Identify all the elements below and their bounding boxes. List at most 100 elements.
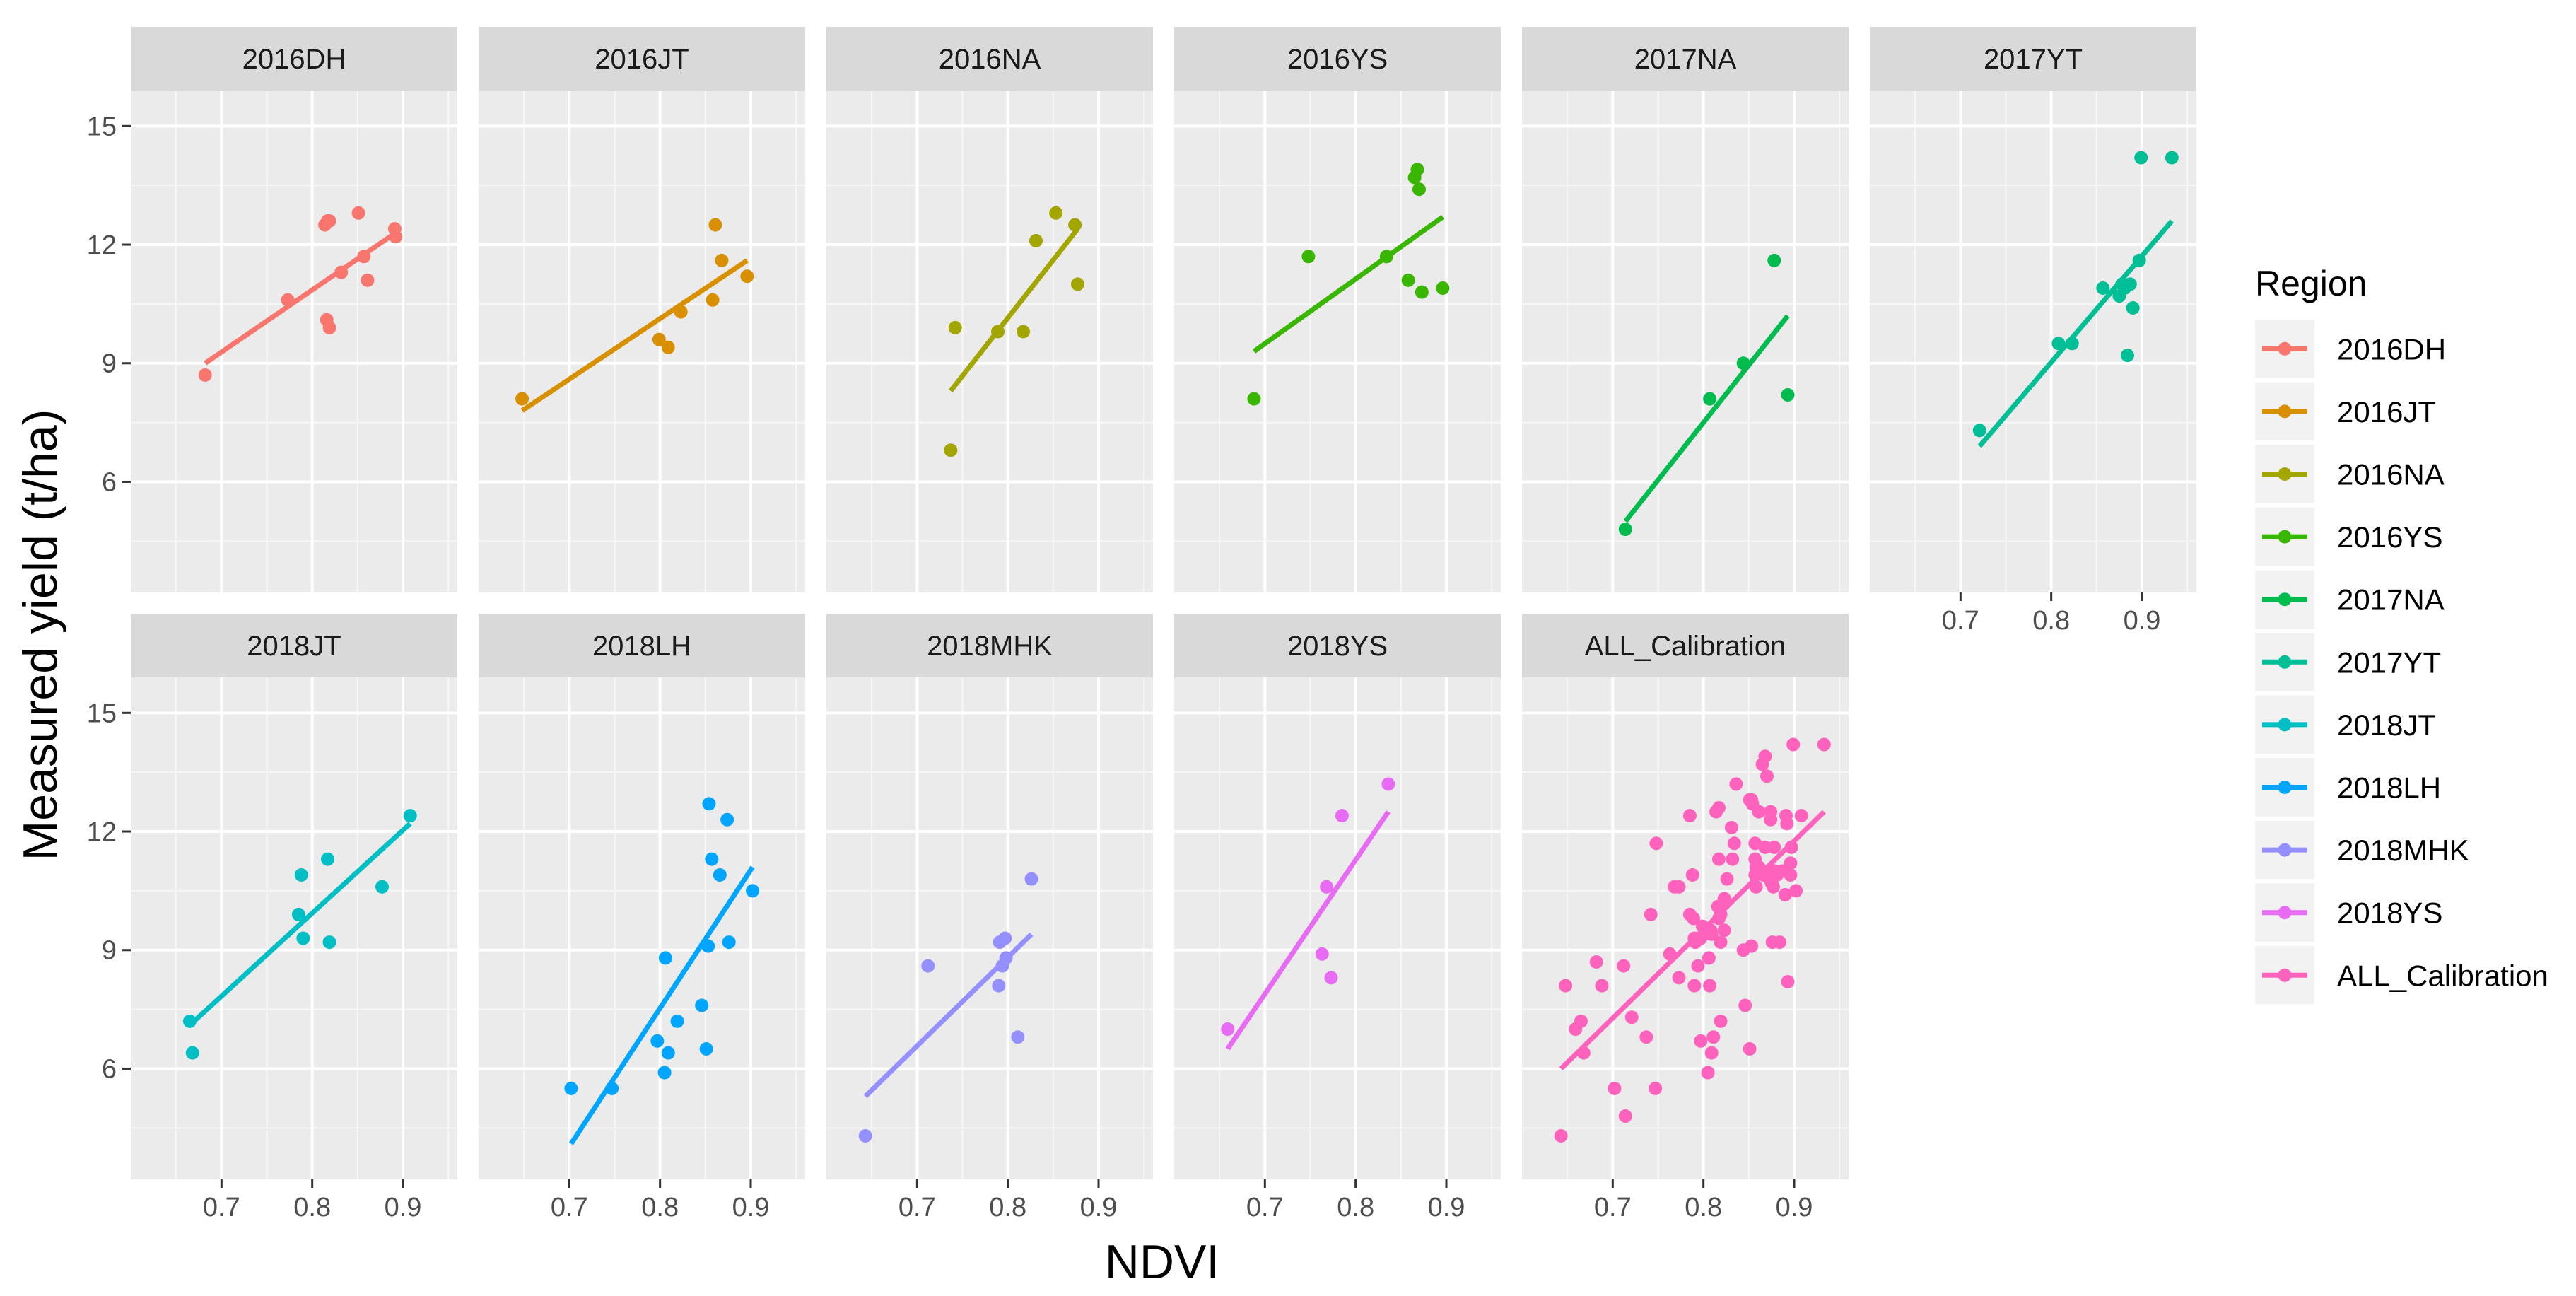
facet-strip: [131, 614, 457, 677]
facet-strip-label: 2018MHK: [927, 631, 1053, 662]
data-point: [1784, 868, 1798, 882]
data-point: [185, 1046, 199, 1060]
legend-label: 2018JT: [2337, 708, 2436, 742]
data-point: [1703, 979, 1717, 993]
data-point: [1685, 868, 1699, 882]
data-point: [1720, 872, 1734, 886]
legend-label: 2016DH: [2337, 332, 2446, 366]
data-point: [1714, 1014, 1728, 1028]
legend-label: 2018MHK: [2337, 834, 2469, 867]
legend-label: 2017YT: [2337, 646, 2441, 679]
data-point: [1401, 273, 1415, 287]
data-point: [1436, 281, 1450, 296]
data-point: [1702, 951, 1716, 965]
data-point: [1608, 1081, 1622, 1095]
data-point: [1738, 998, 1752, 1012]
panel-background: [1174, 91, 1501, 592]
data-point: [1704, 927, 1719, 941]
panel-background: [1870, 91, 2196, 592]
facet-panels: 2016DH 2016JT 2016NA 2016YS 2017NA 2017YT 2018…: [131, 27, 2196, 1179]
legend-item-2018ys: 2018YS: [2255, 883, 2442, 942]
data-point: [1736, 356, 1750, 370]
x-tick-label: 0.9: [1080, 1193, 1118, 1222]
data-point: [1784, 840, 1798, 854]
data-point: [2123, 277, 2137, 291]
data-point: [1711, 800, 1726, 815]
legend-item-2017na: 2017NA: [2255, 570, 2445, 629]
regression-line: [1225, 810, 1391, 1051]
panel-background: [131, 91, 457, 592]
legend-label: 2016JT: [2337, 395, 2436, 428]
x-tick-label: 0.9: [2124, 606, 2161, 636]
data-point: [1415, 285, 1429, 299]
x-tick-label: 0.7: [203, 1193, 240, 1222]
data-point: [1576, 1046, 1591, 1060]
facet-strip: [1174, 27, 1501, 91]
facet-strip: [1522, 614, 1849, 677]
data-point: [921, 959, 935, 973]
panel-background: [479, 677, 805, 1179]
legend-label: 2018YS: [2337, 897, 2442, 930]
legend-key-point: [2278, 341, 2292, 356]
facet-strip-label: 2016JT: [595, 44, 689, 75]
data-point: [701, 939, 715, 953]
x-tick-label: 0.9: [732, 1193, 770, 1222]
regression-line: [1623, 314, 1790, 523]
data-point: [661, 1046, 675, 1060]
legend-label: ALL_Calibration: [2337, 959, 2548, 992]
data-point: [605, 1081, 619, 1095]
data-point: [1745, 939, 1759, 953]
data-point: [1049, 206, 1063, 220]
data-point: [722, 935, 736, 950]
legend-item-2018mhk: 2018MHK: [2255, 820, 2469, 880]
facet-strip: [1522, 27, 1849, 91]
panel-2016ys: 2016YS: [1174, 27, 1501, 592]
data-point: [708, 218, 722, 232]
data-point: [1672, 971, 1686, 985]
shared-axes: NDVI Measured yield (t/ha) 6 9 12 15 0.7 0.8 0…: [13, 112, 2160, 1289]
x-tick-label: 0.8: [641, 1193, 679, 1222]
data-point: [375, 880, 389, 894]
data-point: [1691, 959, 1705, 973]
data-point: [2065, 337, 2079, 351]
data-point: [1324, 971, 1338, 985]
panel-all-calibration: ALL_Calibration: [1522, 614, 1849, 1179]
data-point: [1729, 777, 1743, 791]
data-point: [1784, 856, 1798, 870]
data-point: [702, 797, 716, 811]
data-point: [1764, 805, 1778, 819]
panel-2017yt: 2017YT: [1870, 27, 2196, 592]
data-point: [198, 368, 212, 383]
data-point: [1559, 979, 1573, 993]
data-point: [657, 1066, 672, 1080]
data-point: [1029, 233, 1043, 247]
data-point: [998, 931, 1012, 945]
data-point: [1070, 277, 1084, 291]
panel-2018lh: 2018LH: [479, 614, 805, 1179]
x-tick-label: 0.7: [898, 1193, 936, 1222]
x-tick-label: 0.7: [1942, 606, 1979, 636]
regression-line: [1252, 215, 1444, 354]
data-point: [1727, 836, 1741, 851]
data-point: [1410, 163, 1424, 177]
data-point: [320, 852, 334, 866]
panel-2016na: 2016NA: [826, 27, 1153, 592]
data-point: [1817, 737, 1831, 752]
legend-label: 2016NA: [2337, 458, 2445, 491]
data-point: [182, 1014, 197, 1028]
panel-2016jt: 2016JT: [479, 27, 805, 592]
regression-line: [520, 258, 749, 413]
data-point: [1649, 836, 1663, 851]
data-point: [2051, 337, 2066, 351]
data-point: [1704, 1046, 1719, 1060]
data-point: [1767, 253, 1781, 267]
legend-item-2017yt: 2017YT: [2255, 633, 2441, 691]
data-point: [1780, 817, 1794, 831]
data-point: [650, 1034, 665, 1048]
data-point: [564, 1081, 578, 1095]
facet-strip: [1870, 27, 2196, 91]
data-point: [652, 332, 666, 346]
data-point: [740, 269, 754, 284]
data-point: [661, 340, 675, 354]
